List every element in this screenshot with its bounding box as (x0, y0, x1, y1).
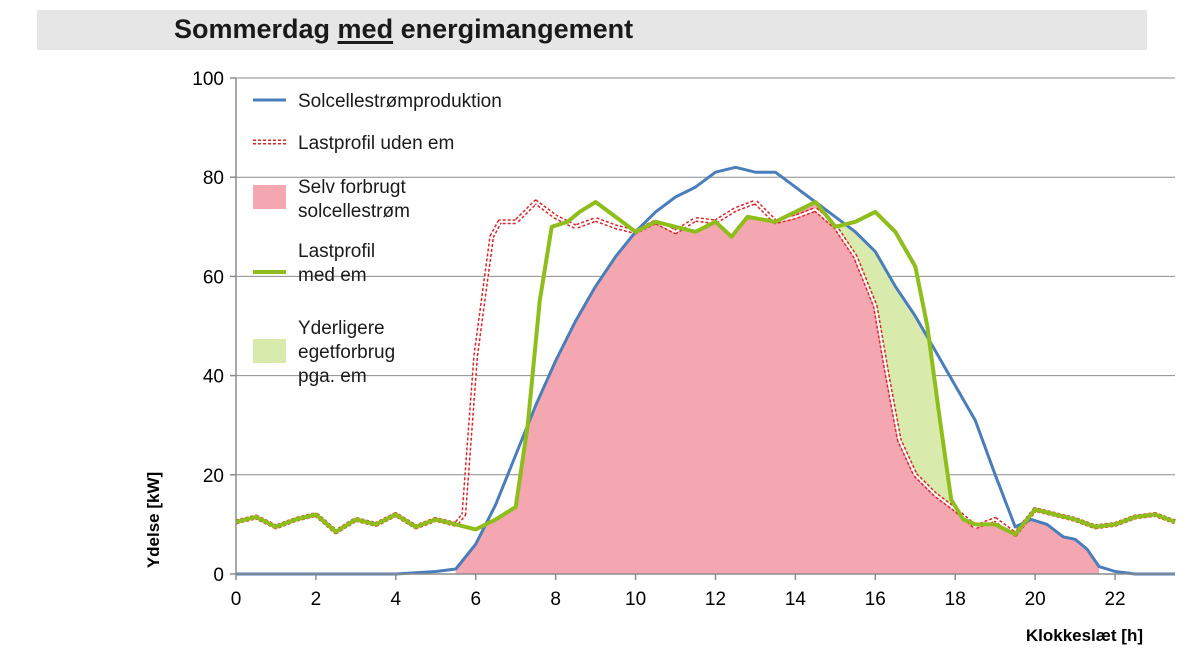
chart-title-underlined: med (337, 14, 394, 44)
legend-label-load_with_em-line-1: Lastprofil (298, 241, 375, 262)
legend-label-solar-line-1: Solcellestrømproduktion (298, 91, 502, 112)
y-tick-label-60: 60 (203, 267, 224, 288)
legend: Solcellestrømproduktion Lastprofil uden e… (253, 91, 502, 387)
x-tick-label-4: 4 (391, 589, 402, 610)
legend-swatch-additional (253, 339, 286, 363)
x-tick-label-10: 10 (625, 589, 646, 610)
x-tick-label-12: 12 (705, 589, 726, 610)
y-tick-label-100: 100 (192, 69, 224, 90)
legend-entry-load_without_em: Lastprofil uden em (253, 133, 454, 154)
legend-entry-solar: Solcellestrømproduktion (253, 91, 502, 112)
legend-label-additional-line-3: pga. em (298, 366, 367, 387)
y-tick-label-0: 0 (213, 565, 224, 586)
x-tick-label-20: 20 (1025, 589, 1046, 610)
legend-swatch-self_consumed (253, 185, 286, 209)
x-axis-title: Klokkeslæt [h] (1026, 626, 1143, 645)
legend-entry-load_with_em: Lastprofil med em (253, 241, 375, 286)
chart-title-suffix: energimangement (393, 14, 634, 44)
axes: 0 20 40 60 80 100 0 2 4 6 8 10 12 14 16 18 20 22 (192, 69, 1175, 610)
legend-label-load_without_em-line-1: Lastprofil uden em (298, 133, 454, 154)
legend-label-additional-line-2: egetforbrug (298, 342, 395, 363)
y-axis-title: Ydelse [kW] (144, 472, 163, 568)
legend-label-self_consumed-line-1: Selv forbrugt (298, 177, 406, 198)
area-fills (455, 202, 1100, 574)
x-tick-label-14: 14 (785, 589, 807, 610)
legend-entry-self_consumed: Selv forbrugt solcellestrøm (253, 177, 410, 222)
area-additional-self-consumption-2 (827, 216, 980, 527)
series-lines (235, 165, 1176, 576)
legend-label-additional-line-1: Yderligere (298, 318, 385, 339)
x-tick-label-22: 22 (1104, 589, 1125, 610)
chart-title-prefix: Sommerdag (174, 14, 338, 44)
chart-title: Sommerdag med energimangement (174, 14, 633, 45)
legend-entry-additional: Yderligere egetforbrug pga. em (253, 318, 395, 387)
legend-label-self_consumed-line-2: solcellestrøm (298, 201, 410, 222)
y-tick-label-40: 40 (203, 367, 224, 388)
x-tick-label-8: 8 (550, 589, 561, 610)
x-tick-label-0: 0 (231, 589, 242, 610)
x-tick-label-18: 18 (945, 589, 966, 610)
area-self-consumed (455, 202, 1100, 574)
y-tick-label-80: 80 (203, 168, 224, 189)
x-tick-label-6: 6 (470, 589, 481, 610)
legend-label-load_with_em-line-2: med em (298, 265, 367, 286)
x-tick-label-16: 16 (865, 589, 886, 610)
line-load-with-em (235, 200, 1176, 537)
title-bar (37, 10, 1147, 50)
x-tick-label-2: 2 (311, 589, 322, 610)
y-tick-label-20: 20 (203, 466, 224, 487)
